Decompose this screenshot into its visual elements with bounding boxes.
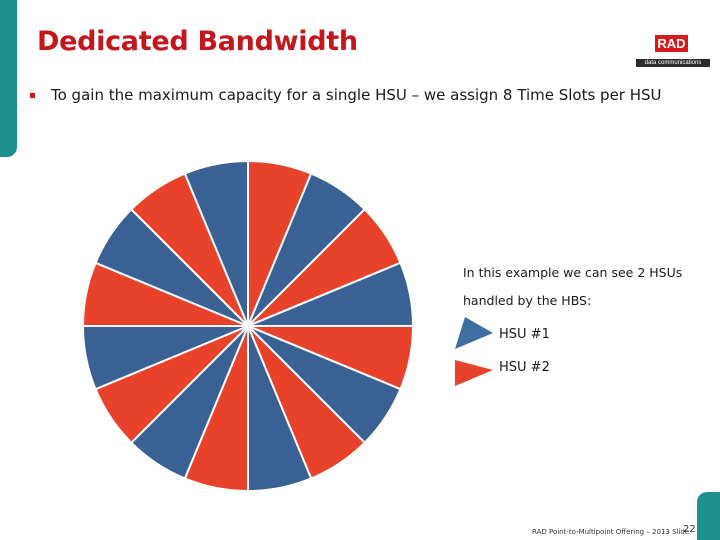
bullet-point: To gain the maximum capacity for a singl… bbox=[30, 86, 662, 104]
time-slot-wheel bbox=[81, 159, 415, 493]
red-triangle-icon bbox=[455, 360, 493, 386]
legend-label-hsu2: HSU #2 bbox=[499, 360, 550, 375]
slide-title: Dedicated Bandwidth bbox=[37, 26, 358, 57]
time-slot-16 bbox=[183, 159, 249, 327]
logo-tagline: data communications bbox=[636, 59, 710, 67]
accent-bar-left bbox=[0, 0, 17, 157]
logo-mark: RAD bbox=[655, 35, 688, 52]
legend-label-hsu1: HSU #1 bbox=[499, 327, 550, 342]
page-number: 22 bbox=[683, 524, 696, 535]
example-note-line1: In this example we can see 2 HSUs bbox=[463, 265, 683, 280]
bullet-icon bbox=[30, 93, 35, 98]
footer-text: RAD Point-to-Multipoint Offering – 2013 … bbox=[532, 528, 690, 536]
bullet-text: To gain the maximum capacity for a singl… bbox=[51, 86, 662, 104]
accent-bar-corner bbox=[697, 492, 720, 540]
example-note-line2: handled by the HBS: bbox=[463, 293, 592, 308]
rad-logo: RAD data communications bbox=[634, 35, 710, 69]
blue-triangle-icon bbox=[455, 317, 493, 349]
